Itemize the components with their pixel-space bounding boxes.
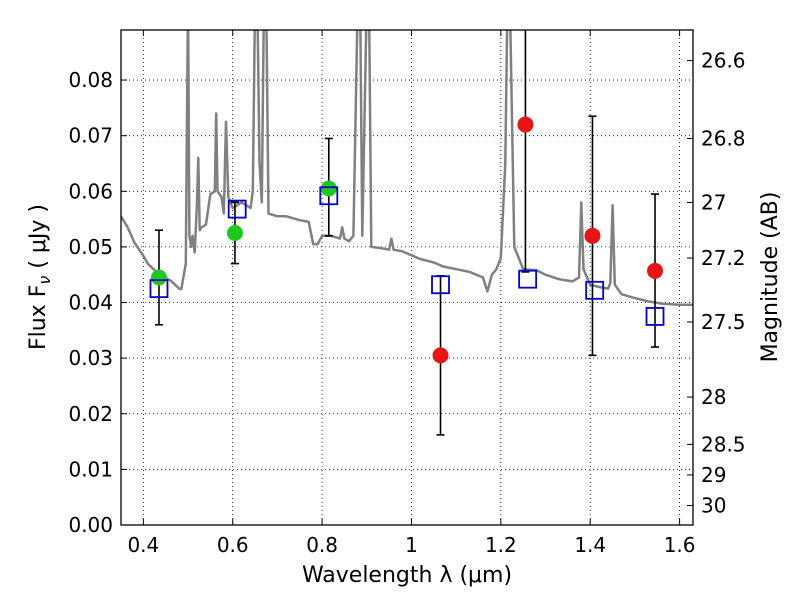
y-axis-ticks: 0.00 0.01 0.02 0.03 0.04 0.05 0.06 0.07 0.08 [68, 68, 127, 537]
x-tick-label: 0.8 [306, 533, 338, 557]
y-tick-label: 0.00 [68, 513, 113, 537]
y-tick-label: 0.06 [68, 179, 113, 203]
sed-spectrum-line [121, 30, 693, 307]
y2-tick-label: 29 [701, 463, 726, 487]
y-axis-label: Flux Fν ( μJy ) [26, 204, 54, 350]
green-data-point [320, 180, 337, 197]
green-data-point [150, 269, 167, 286]
y-tick-label: 0.03 [68, 346, 113, 370]
x-axis-ticks: 0.4 0.6 0.8 1 1.2 1.4 1.6 [127, 30, 696, 557]
y2-tick-label: 27.5 [701, 310, 746, 334]
y-tick-label: 0.01 [68, 457, 113, 481]
y2-tick-label: 28 [701, 385, 726, 409]
y2-tick-label: 30 [701, 494, 726, 518]
model-square-marker [319, 186, 339, 206]
y2-tick-label: 27.2 [701, 246, 746, 270]
model-square-marker [431, 275, 450, 295]
x-axis-label: Wavelength λ (μm) [302, 563, 512, 588]
x-tick-label: 0.4 [127, 533, 159, 557]
y2-tick-label: 28.5 [701, 432, 746, 456]
model-square-marker [149, 279, 169, 299]
x-tick-label: 1.6 [664, 533, 696, 557]
red-data-point [584, 227, 601, 244]
red-data-point [432, 347, 449, 364]
y-tick-label: 0.05 [68, 235, 113, 259]
sed-spectrum-layer [121, 30, 693, 307]
x-tick-label: 1.2 [485, 533, 517, 557]
y-tick-label: 0.04 [68, 291, 113, 315]
y-tick-label: 0.07 [68, 124, 113, 148]
y2-axis-ticks: 26.6 26.8 27 27.2 27.5 28 28.5 29 30 [687, 49, 746, 518]
markers-layer [149, 116, 665, 364]
grid-lines [121, 30, 693, 525]
y2-tick-label: 26.6 [701, 49, 746, 73]
x-tick-label: 0.6 [217, 533, 249, 557]
y-axis-label-unit: ( μJy ) [26, 204, 51, 276]
y2-tick-label: 27 [701, 190, 726, 214]
x-tick-label: 1 [405, 533, 418, 557]
y-tick-label: 0.08 [68, 68, 113, 92]
model-square-marker [227, 199, 247, 219]
y2-axis-label: Magnitude (AB) [758, 192, 783, 363]
model-square-marker [518, 269, 538, 289]
model-square-marker [645, 307, 665, 326]
x-tick-label: 1.4 [574, 533, 606, 557]
red-data-point [517, 116, 534, 133]
y-tick-label: 0.02 [68, 402, 113, 426]
plot-frame [120, 29, 694, 526]
green-data-point [226, 225, 243, 242]
red-data-point [647, 262, 664, 279]
model-square-marker [585, 280, 605, 300]
y-axis-label-main: Flux F [26, 285, 51, 350]
y-axis-label-sub: ν [35, 276, 54, 285]
y2-tick-label: 26.8 [701, 126, 746, 150]
